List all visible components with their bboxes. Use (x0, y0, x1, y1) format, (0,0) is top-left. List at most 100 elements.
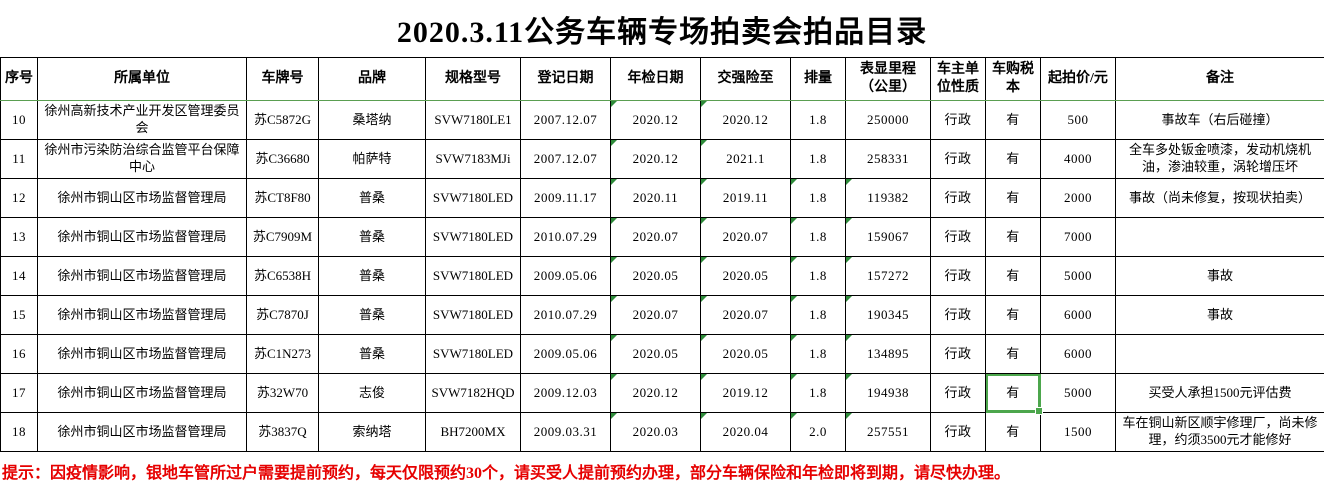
table-cell[interactable]: 119382 (845, 178, 931, 218)
table-cell[interactable]: 18 (0, 412, 38, 452)
table-cell[interactable]: 苏C6538H (246, 256, 319, 296)
table-cell[interactable]: 有 (985, 256, 1041, 296)
column-header-1[interactable]: 所属单位 (37, 57, 247, 101)
table-cell[interactable]: 有 (985, 100, 1041, 140)
table-cell[interactable]: 苏3837Q (246, 412, 319, 452)
table-cell[interactable]: SVW7180LED (425, 295, 521, 335)
table-cell[interactable]: 徐州市铜山区市场监督管理局 (37, 256, 247, 296)
table-cell[interactable]: 6000 (1040, 295, 1116, 335)
table-cell[interactable]: 徐州市铜山区市场监督管理局 (37, 412, 247, 452)
column-header-8[interactable]: 排量 (790, 57, 846, 101)
table-cell[interactable]: 行政 (930, 373, 986, 413)
table-cell[interactable]: 11 (0, 139, 38, 179)
table-cell[interactable]: 行政 (930, 139, 986, 179)
table-cell[interactable]: 普桑 (318, 295, 426, 335)
table-cell[interactable]: 250000 (845, 100, 931, 140)
table-cell[interactable]: 事故（尚未修复，按现状拍卖） (1115, 178, 1324, 218)
column-header-0[interactable]: 序号 (0, 57, 38, 101)
table-cell[interactable]: 134895 (845, 334, 931, 374)
table-cell[interactable]: 194938 (845, 373, 931, 413)
table-cell[interactable]: 事故车（右后碰撞） (1115, 100, 1324, 140)
table-cell[interactable]: 1.8 (790, 256, 846, 296)
table-cell[interactable]: 普桑 (318, 178, 426, 218)
table-cell[interactable]: BH7200MX (425, 412, 521, 452)
table-cell[interactable]: 14 (0, 256, 38, 296)
table-cell[interactable]: 1.8 (790, 334, 846, 374)
table-cell[interactable]: 普桑 (318, 217, 426, 257)
table-cell[interactable]: 2020.12 (610, 373, 701, 413)
table-cell[interactable]: 4000 (1040, 139, 1116, 179)
table-cell[interactable]: 5000 (1040, 256, 1116, 296)
table-cell[interactable]: SVW7180LED (425, 178, 521, 218)
table-cell[interactable]: 桑塔纳 (318, 100, 426, 140)
table-cell[interactable]: 2.0 (790, 412, 846, 452)
table-cell[interactable]: 2009.05.06 (520, 334, 611, 374)
table-cell[interactable]: 1.8 (790, 373, 846, 413)
table-cell[interactable]: 普桑 (318, 256, 426, 296)
table-cell[interactable]: 2020.07 (610, 217, 701, 257)
table-cell[interactable]: 2009.05.06 (520, 256, 611, 296)
table-cell[interactable]: 1.8 (790, 295, 846, 335)
table-cell[interactable]: 索纳塔 (318, 412, 426, 452)
table-cell[interactable]: 1.8 (790, 100, 846, 140)
table-cell[interactable]: 2010.07.29 (520, 217, 611, 257)
table-cell[interactable]: 有 (985, 412, 1041, 452)
column-header-4[interactable]: 规格型号 (425, 57, 521, 101)
table-cell[interactable]: 苏CT8F80 (246, 178, 319, 218)
table-cell[interactable]: 190345 (845, 295, 931, 335)
table-cell[interactable]: 行政 (930, 412, 986, 452)
table-cell[interactable]: 1.8 (790, 217, 846, 257)
table-cell[interactable]: 2019.12 (700, 373, 791, 413)
table-cell[interactable]: SVW7182HQD (425, 373, 521, 413)
table-cell[interactable]: 事故 (1115, 256, 1324, 296)
table-cell[interactable]: 1.8 (790, 178, 846, 218)
table-cell[interactable]: 有 (985, 295, 1041, 335)
table-cell[interactable]: 2009.11.17 (520, 178, 611, 218)
table-cell[interactable]: 2010.07.29 (520, 295, 611, 335)
table-cell[interactable]: 行政 (930, 295, 986, 335)
column-header-6[interactable]: 年检日期 (610, 57, 701, 101)
table-cell[interactable]: 258331 (845, 139, 931, 179)
table-cell[interactable]: 徐州市铜山区市场监督管理局 (37, 217, 247, 257)
table-cell[interactable]: SVW7180LED (425, 256, 521, 296)
table-cell[interactable]: 徐州市污染防治综合监管平台保障中心 (37, 139, 247, 179)
table-cell[interactable]: 6000 (1040, 334, 1116, 374)
table-cell[interactable]: 苏C36680 (246, 139, 319, 179)
column-header-12[interactable]: 起拍价/元 (1040, 57, 1116, 101)
table-cell[interactable]: 2019.11 (700, 178, 791, 218)
table-cell[interactable]: 2020.05 (610, 334, 701, 374)
table-cell[interactable]: SVW7180LED (425, 334, 521, 374)
column-header-9[interactable]: 表显里程（公里） (845, 57, 931, 101)
table-cell[interactable]: 有 (985, 217, 1041, 257)
table-cell[interactable]: 帕萨特 (318, 139, 426, 179)
table-cell[interactable]: 157272 (845, 256, 931, 296)
column-header-10[interactable]: 车主单位性质 (930, 57, 986, 101)
table-cell[interactable]: 行政 (930, 334, 986, 374)
table-cell[interactable]: SVW7180LED (425, 217, 521, 257)
table-cell[interactable] (1115, 334, 1324, 374)
table-cell[interactable]: 苏C1N273 (246, 334, 319, 374)
table-cell[interactable]: 全车多处钣金喷漆，发动机烧机油，渗油较重，涡轮增压坏 (1115, 139, 1324, 179)
table-cell[interactable]: 2020.12 (610, 139, 701, 179)
table-cell[interactable]: 16 (0, 334, 38, 374)
table-cell[interactable]: 1500 (1040, 412, 1116, 452)
table-cell[interactable]: 10 (0, 100, 38, 140)
table-cell[interactable]: 2007.12.07 (520, 139, 611, 179)
table-cell[interactable]: 2020.12 (700, 100, 791, 140)
table-cell[interactable]: 普桑 (318, 334, 426, 374)
column-header-11[interactable]: 车购税本 (985, 57, 1041, 101)
table-cell[interactable]: 行政 (930, 217, 986, 257)
table-cell[interactable]: 2020.05 (700, 334, 791, 374)
table-cell[interactable]: 苏C7909M (246, 217, 319, 257)
table-cell[interactable]: 17 (0, 373, 38, 413)
table-cell[interactable]: 2020.07 (700, 295, 791, 335)
table-cell[interactable]: 行政 (930, 178, 986, 218)
table-cell[interactable]: 事故 (1115, 295, 1324, 335)
table-cell[interactable]: 志俊 (318, 373, 426, 413)
table-cell[interactable]: 2020.07 (700, 217, 791, 257)
table-cell[interactable]: 有 (985, 334, 1041, 374)
table-cell[interactable]: 257551 (845, 412, 931, 452)
fill-handle[interactable] (1035, 407, 1043, 415)
table-cell[interactable]: 徐州市铜山区市场监督管理局 (37, 373, 247, 413)
table-cell[interactable]: SVW7180LE1 (425, 100, 521, 140)
